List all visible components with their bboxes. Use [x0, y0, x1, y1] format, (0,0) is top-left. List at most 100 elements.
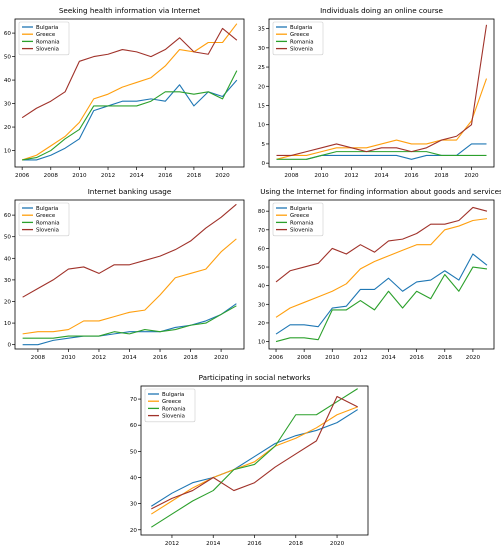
y-tick-label: 80 [258, 209, 266, 215]
x-tick-label: 2010 [61, 355, 76, 361]
legend-box [272, 202, 324, 237]
x-tick-label: 2010 [325, 355, 340, 361]
series-line-slovenia [22, 203, 237, 298]
series-line-greece [275, 218, 488, 318]
x-tick-label: 2014 [381, 355, 396, 361]
x-tick-label: 2016 [158, 173, 173, 179]
y-tick-label: 30 [258, 46, 266, 52]
y-tick-label: 40 [4, 78, 12, 84]
x-tick-label: 2008 [44, 173, 59, 179]
x-tick-label: 2010 [72, 173, 87, 179]
x-tick-label: 2016 [153, 355, 168, 361]
legend-label-bulgaria: Bulgaria [290, 25, 312, 31]
x-tick-label: 2006 [269, 355, 284, 361]
y-tick-label: 40 [258, 284, 266, 290]
series-line-romania [22, 305, 237, 339]
legend-label-slovenia: Slovenia [290, 47, 313, 53]
chart-health-info: Seeking health information via Internet 2… [4, 6, 245, 179]
x-tick-label: 2020 [466, 355, 481, 361]
legend-label-bulgaria: Bulgaria [290, 206, 312, 212]
series-line-greece [22, 238, 237, 335]
y-tick-label: 30 [130, 502, 138, 508]
series-line-romania [276, 151, 487, 160]
y-tick-label: 60 [258, 246, 266, 252]
series-line-romania [275, 266, 488, 343]
x-tick-label: 2020 [330, 541, 345, 547]
legend-label-romania: Romania [290, 39, 314, 45]
y-tick-label: 50 [4, 55, 12, 61]
y-tick-label: 10 [258, 340, 266, 346]
chart-title: Internet banking usage [88, 187, 172, 196]
y-tick-label: 15 [258, 103, 266, 109]
series-lines [275, 206, 488, 343]
chart-online-course: Individuals doing an online course 2008 20… [258, 6, 495, 179]
x-tick-label: 2010 [314, 173, 329, 179]
y-tick-label: 30 [4, 102, 12, 108]
y-tick-label: 0 [261, 161, 265, 167]
chart-title: Participating in social networks [199, 373, 311, 382]
legend-label-greece: Greece [36, 32, 56, 38]
legend-label-greece: Greece [290, 32, 310, 38]
chart-social-networks: Participating in social networks 2012 2014… [130, 373, 369, 547]
y-tick-label: 70 [130, 397, 138, 403]
x-tick-label: 2016 [247, 541, 262, 547]
series-line-bulgaria [22, 303, 237, 346]
legend-label-romania: Romania [36, 39, 60, 45]
x-tick-label: 2008 [297, 355, 312, 361]
y-tick-label: 50 [258, 265, 266, 271]
series-lines [21, 23, 238, 161]
legend-label-bulgaria: Bulgaria [36, 206, 58, 212]
legend-label-slovenia: Slovenia [290, 228, 313, 234]
y-tick-label: 10 [4, 149, 12, 155]
plot-frame [14, 18, 245, 168]
y-tick-label: 0 [7, 343, 11, 349]
series-line-romania [151, 388, 358, 528]
series-line-romania [22, 70, 238, 161]
legend-box [272, 21, 324, 56]
y-tick-label: 20 [258, 84, 266, 90]
legend-label-greece: Greece [290, 213, 310, 219]
legend-label-slovenia: Slovenia [36, 228, 59, 234]
x-tick-label: 2020 [215, 173, 230, 179]
legend-label-bulgaria: Bulgaria [162, 392, 184, 398]
legend-label-greece: Greece [36, 213, 56, 219]
x-tick-label: 2014 [122, 355, 137, 361]
x-tick-label: 2006 [15, 173, 30, 179]
series-line-greece [151, 406, 358, 515]
legend-box [18, 202, 70, 237]
chart-goods-services: Using the Internet for finding informati… [258, 187, 501, 361]
legend-box [144, 388, 196, 423]
y-tick-label: 10 [4, 321, 12, 327]
x-tick-label: 2016 [404, 173, 419, 179]
y-tick-label: 25 [258, 65, 266, 71]
x-tick-label: 2018 [438, 355, 453, 361]
y-tick-label: 50 [130, 449, 138, 455]
chart-title: Seeking health information via Internet [59, 6, 200, 15]
legend-label-bulgaria: Bulgaria [36, 25, 58, 31]
x-tick-label: 2016 [410, 355, 425, 361]
y-tick-label: 60 [4, 31, 12, 37]
x-tick-label: 2018 [187, 173, 202, 179]
series-line-bulgaria [151, 409, 358, 507]
y-tick-label: 20 [4, 125, 12, 131]
y-tick-label: 35 [258, 27, 266, 33]
x-tick-label: 2014 [206, 541, 221, 547]
x-tick-label: 2012 [101, 173, 115, 179]
series-lines [151, 388, 358, 528]
series-line-bulgaria [275, 253, 488, 335]
x-tick-label: 2012 [353, 355, 367, 361]
series-lines [22, 203, 237, 346]
legend-label-greece: Greece [162, 399, 182, 405]
y-tick-label: 30 [258, 302, 266, 308]
plot-frame [268, 199, 495, 350]
y-tick-label: 20 [130, 528, 138, 534]
legend-box [18, 21, 70, 56]
y-tick-label: 20 [258, 321, 266, 327]
x-tick-label: 2018 [434, 173, 449, 179]
y-tick-label: 10 [258, 123, 266, 129]
y-tick-label: 5 [261, 142, 265, 148]
legend-label-romania: Romania [162, 406, 186, 412]
y-tick-label: 40 [4, 256, 12, 262]
x-tick-label: 2008 [284, 173, 299, 179]
